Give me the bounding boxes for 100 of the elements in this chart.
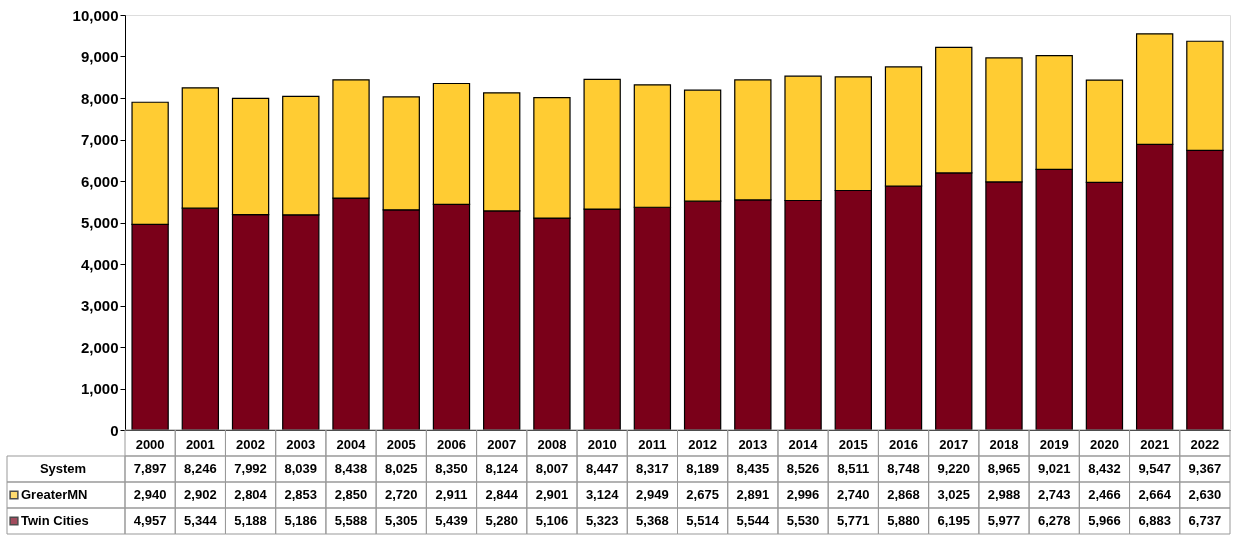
data-label: 5,514: [686, 513, 720, 528]
data-label: 5,323: [585, 513, 619, 528]
total-label: 8,965: [987, 461, 1021, 476]
data-label: 2,850: [334, 487, 368, 502]
total-label: 8,350: [435, 461, 468, 476]
total-label: 8,435: [736, 461, 770, 476]
data-label: 6,883: [1138, 513, 1171, 528]
data-label: 5,966: [1088, 513, 1121, 528]
data-label: 2,853: [284, 487, 318, 502]
data-label: 2,911: [435, 487, 468, 502]
total-label: 9,367: [1188, 461, 1222, 476]
total-label: 8,432: [1088, 461, 1121, 476]
data-label: 5,880: [887, 513, 920, 528]
x-tick-label: 2008: [537, 436, 567, 452]
total-label: 7,897: [133, 461, 167, 476]
data-label: 5,188: [234, 513, 267, 528]
data-label: 2,844: [485, 487, 519, 502]
legend-label: Twin Cities: [21, 513, 89, 528]
data-label: 2,804: [234, 487, 268, 502]
data-label: 5,305: [384, 513, 418, 528]
total-label: 7,992: [234, 461, 267, 476]
data-label: 5,439: [435, 513, 468, 528]
data-label: 5,106: [535, 513, 569, 528]
data-label: 5,186: [284, 513, 318, 528]
data-label: 2,466: [1088, 487, 1121, 502]
data-label: 5,977: [987, 513, 1021, 528]
x-tick-label: 2012: [688, 436, 718, 452]
x-tick-label: 2011: [638, 436, 667, 452]
x-tick-label: 2017: [939, 436, 969, 452]
y-tick-label: 7,000: [80, 131, 119, 148]
x-tick-label: 2021: [1140, 436, 1170, 452]
data-label: 6,195: [937, 513, 971, 528]
y-tick-label: 3,000: [80, 297, 119, 314]
total-label: 8,124: [485, 461, 519, 476]
y-tick-label: 0: [110, 421, 119, 439]
data-label: 2,664: [1138, 487, 1172, 502]
data-label: 3,124: [585, 487, 620, 502]
data-label: 2,720: [384, 487, 418, 502]
data-label: 5,280: [485, 513, 518, 528]
data-label: 2,902: [184, 487, 217, 502]
total-label: 8,025: [384, 461, 418, 476]
data-label: 3,025: [937, 487, 971, 502]
total-label: 8,511: [837, 461, 870, 476]
total-label: 8,246: [184, 461, 217, 476]
y-tick-label: 8,000: [80, 89, 119, 107]
data-label: 6,278: [1037, 513, 1071, 528]
total-label: 8,447: [585, 461, 619, 476]
data-label: 2,891: [736, 487, 770, 502]
data-label: 2,630: [1188, 487, 1222, 502]
x-tick-label: 2004: [336, 436, 367, 452]
y-tick-label: 9,000: [80, 48, 119, 65]
total-label: 8,007: [535, 461, 569, 476]
data-label: 6,737: [1188, 513, 1222, 528]
data-label: 2,743: [1037, 487, 1071, 502]
total-label: 9,220: [937, 461, 971, 476]
x-tick-label: 2022: [1190, 436, 1220, 452]
total-label: 8,039: [284, 461, 318, 476]
data-label: 2,988: [987, 487, 1021, 502]
legend-label: GreaterMN: [21, 487, 88, 502]
x-tick-label: 2019: [1039, 436, 1069, 452]
data-label: 2,740: [837, 487, 870, 502]
x-tick-label: 2016: [889, 436, 918, 452]
data-label: 5,544: [736, 513, 770, 528]
x-tick-label: 2013: [738, 436, 768, 452]
y-tick-label: 4,000: [80, 255, 119, 273]
total-label: 8,748: [887, 461, 920, 476]
text: System: [39, 461, 87, 476]
total-label: 8,189: [686, 461, 719, 476]
x-tick-label: 2007: [487, 436, 517, 452]
x-tick-label: 2000: [135, 436, 165, 452]
data-label: 4,957: [133, 513, 167, 528]
y-tick-label: 2,000: [80, 338, 119, 356]
total-label: 9,021: [1037, 461, 1071, 476]
x-tick-label: 2002: [236, 436, 266, 452]
x-tick-label: 2001: [185, 436, 215, 452]
x-tick-label: 2014: [788, 436, 819, 452]
x-tick-label: 2010: [587, 436, 617, 452]
x-tick-label: 2020: [1089, 436, 1119, 452]
y-tick-label: 5,000: [80, 214, 119, 231]
x-tick-label: 2018: [989, 436, 1019, 452]
data-label: 2,996: [786, 487, 820, 502]
data-label: 2,940: [133, 487, 167, 502]
y-tick-label: 10,000: [72, 6, 119, 24]
x-tick-label: 2003: [286, 436, 316, 452]
y-tick-label: 6,000: [80, 172, 119, 190]
total-label: 8,438: [334, 461, 368, 476]
data-label: 5,344: [184, 513, 218, 528]
total-label: 8,526: [786, 461, 820, 476]
data-label: 5,530: [786, 513, 820, 528]
x-tick-label: 2015: [838, 436, 868, 452]
data-label: 2,675: [686, 487, 719, 502]
x-tick-label: 2006: [437, 436, 466, 452]
y-tick-label: 1,000: [80, 380, 119, 397]
data-label: 5,588: [334, 513, 368, 528]
total-label: 9,547: [1138, 461, 1171, 476]
data-label: 5,771: [837, 513, 870, 528]
data-label: 2,949: [636, 487, 669, 502]
total-label: 8,317: [636, 461, 669, 476]
data-label: 2,868: [887, 487, 920, 502]
data-label: 2,901: [535, 487, 569, 502]
